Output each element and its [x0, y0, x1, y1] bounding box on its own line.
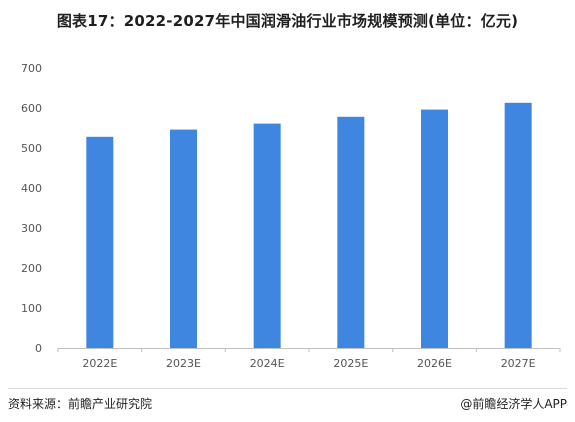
- bar-2027E: [504, 102, 532, 348]
- brand-credit: @前瞻经济学人APP: [460, 397, 567, 411]
- y-tick-label: 100: [21, 302, 42, 315]
- footer-divider: [8, 388, 567, 389]
- y-tick-label: 400: [21, 182, 42, 195]
- y-tick-label: 600: [21, 102, 42, 115]
- y-tick-label: 500: [21, 142, 42, 155]
- y-axis-ticks: 0 100 200 300 400 500 600 700: [21, 62, 42, 355]
- x-tick-label: 2025E: [333, 357, 368, 370]
- y-tick-label: 200: [21, 262, 42, 275]
- y-tick-label: 300: [21, 222, 42, 235]
- x-tick-label: 2022E: [82, 357, 117, 370]
- x-tick-label: 2027E: [501, 357, 536, 370]
- x-tick-label: 2024E: [250, 357, 285, 370]
- bar-2025E: [337, 116, 365, 348]
- x-tick-label: 2023E: [166, 357, 201, 370]
- source-note: 资料来源：前瞻产业研究院: [8, 397, 153, 411]
- y-tick-label: 0: [35, 342, 42, 355]
- bar-2023E: [170, 129, 197, 348]
- x-tick-label: 2026E: [417, 357, 452, 370]
- footer: 资料来源：前瞻产业研究院 @前瞻经济学人APP: [8, 395, 567, 417]
- chart-title: 图表17：2022-2027年中国润滑油行业市场规模预测(单位：亿元): [56, 12, 519, 30]
- y-tick-label: 700: [21, 62, 42, 75]
- bar-2022E: [86, 136, 114, 348]
- bar-2026E: [421, 109, 448, 348]
- x-axis-ticks: 2022E 2023E 2024E 2025E 2026E 2027E: [57, 348, 561, 370]
- bars: [86, 102, 532, 348]
- bar-2024E: [253, 123, 281, 348]
